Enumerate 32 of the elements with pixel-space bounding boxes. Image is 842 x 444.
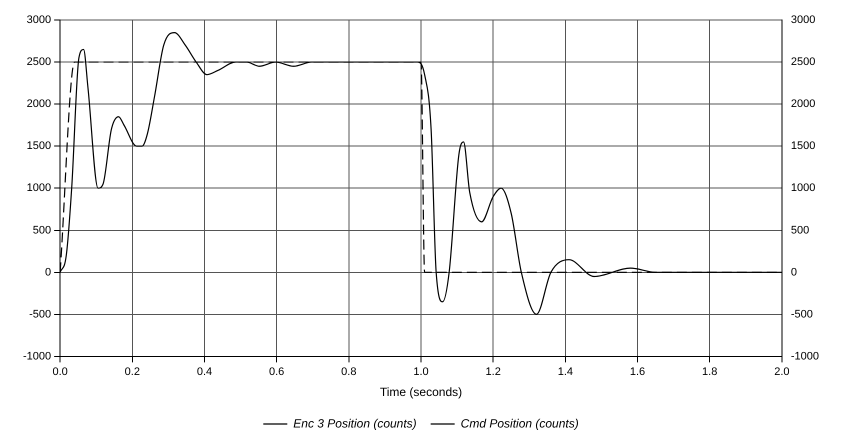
y-tick-label: 500 (32, 224, 52, 236)
y-tick-label: 0 (45, 266, 52, 278)
x-tick-label: 0.6 (269, 366, 284, 378)
y-tick-label: -500 (29, 308, 52, 320)
y2-tick-label: 2500 (790, 56, 816, 68)
y2-tick-label: 3000 (790, 14, 816, 26)
y-tick-label: 1000 (26, 182, 52, 194)
x-tick-label: 2.0 (774, 366, 790, 378)
x-axis-title: Time (seconds) (380, 385, 462, 400)
y-tick-label: 2500 (26, 56, 52, 68)
y2-tick-label: 2000 (790, 98, 816, 110)
x-tick-label: 0.4 (196, 366, 212, 378)
y-tick-label: 3000 (26, 14, 52, 26)
legend-label: Enc 3 Position (counts) (293, 416, 417, 430)
x-tick-label: 1.2 (486, 366, 501, 378)
x-tick-label: 0.8 (341, 366, 356, 378)
y2-tick-label: 1500 (790, 140, 816, 152)
y2-tick-label: -500 (790, 308, 813, 320)
y-tick-label: -1000 (22, 350, 52, 362)
x-tick-label: 0.2 (124, 366, 140, 378)
x-tick-label: 1.4 (558, 366, 573, 378)
x-tick-label: 1.0 (413, 366, 429, 378)
x-tick-label: 0.0 (52, 366, 68, 378)
y2-tick-label: 1000 (790, 182, 816, 194)
y-tick-label: 1500 (26, 140, 52, 152)
x-tick-label: 1.8 (702, 366, 718, 378)
y2-tick-label: 500 (790, 224, 810, 236)
legend-label: Cmd Position (counts) (460, 416, 579, 430)
y2-tick-label: 0 (790, 266, 797, 278)
x-tick-label: 1.6 (630, 366, 646, 378)
y-tick-label: 2000 (26, 98, 52, 110)
y2-tick-label: -1000 (790, 350, 820, 362)
